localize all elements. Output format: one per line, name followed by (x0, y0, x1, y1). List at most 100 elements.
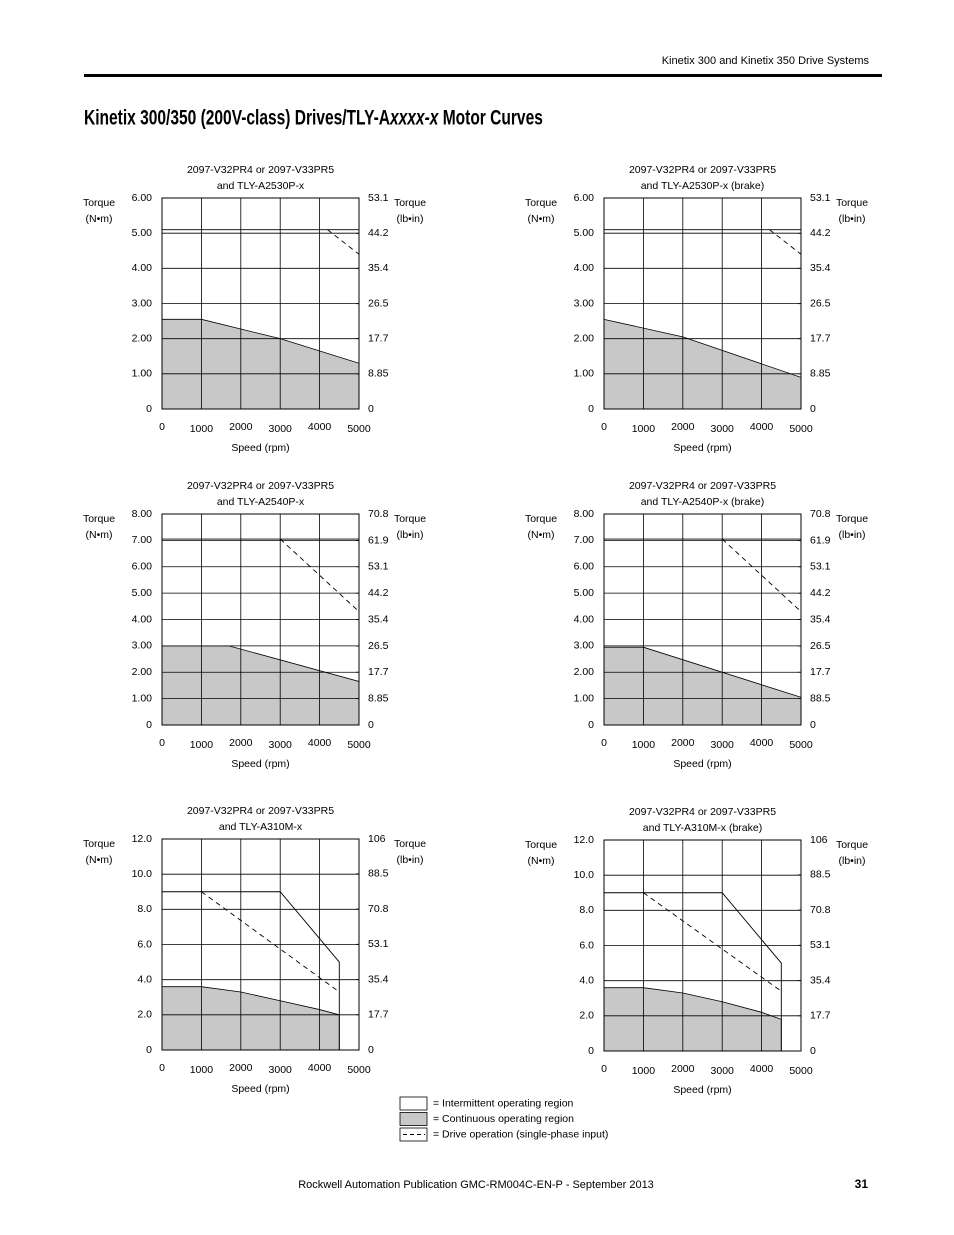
legend-label: = Drive operation (single-phase input) (433, 1128, 608, 1140)
chart-title: 2097-V32PR4 or 2097-V33PR5 (187, 805, 334, 817)
y2-axis-label: (lb•in) (838, 855, 865, 867)
x-tick-label: 1000 (190, 739, 214, 751)
y-tick-label: 1.00 (132, 692, 153, 704)
y-tick-label: 8.0 (137, 903, 152, 915)
y2-tick-label: 70.8 (810, 508, 831, 520)
x-tick-label: 4000 (308, 737, 332, 749)
chart-title: and TLY-A2530P-x (217, 180, 305, 192)
y-tick-label: 0 (146, 1044, 152, 1056)
page-number: 31 (855, 1177, 869, 1191)
plot-frame (161, 197, 360, 410)
chart-title: and TLY-A2530P-x (brake) (641, 180, 765, 192)
plot-frame (161, 513, 360, 726)
continuous-region (603, 646, 802, 726)
header-rule (84, 74, 882, 77)
chart-title: 2097-V32PR4 or 2097-V33PR5 (629, 164, 776, 176)
y-tick-label: 4.0 (137, 973, 152, 985)
x-tick-label: 0 (159, 737, 165, 749)
chart-title: and TLY-A310M-x (brake) (643, 822, 762, 834)
y2-tick-label: 26.5 (368, 297, 389, 309)
x-tick-label: 4000 (308, 1062, 332, 1074)
x-tick-label: 0 (601, 737, 607, 749)
x-axis-label: Speed (rpm) (673, 1084, 731, 1096)
y2-axis-label: (lb•in) (838, 213, 865, 225)
y2-axis-label: (lb•in) (396, 529, 423, 541)
title-part: Kinetix 300/350 (200V-class) Drives/TLY-… (84, 105, 390, 129)
y-tick-label: 8.00 (132, 508, 153, 520)
x-tick-label: 5000 (347, 739, 371, 751)
y-axis-label: Torque (525, 197, 557, 209)
y2-tick-label: 53.1 (368, 192, 389, 204)
y2-axis-label: Torque (836, 513, 868, 525)
y2-tick-label: 8.85 (368, 368, 389, 380)
y2-axis-label: (lb•in) (396, 854, 423, 866)
y-tick-label: 0 (146, 403, 152, 415)
plot-frame (603, 197, 802, 410)
legend-label: = Continuous operating region (433, 1113, 574, 1125)
continuous-region (161, 318, 360, 410)
y-tick-label: 10.0 (574, 869, 595, 881)
x-axis-label: Speed (rpm) (673, 758, 731, 770)
page-title-text: Kinetix 300/350 (200V-class) Drives/TLY-… (84, 105, 543, 129)
y-tick-label: 2.0 (579, 1010, 594, 1022)
title-part: Motor Curves (438, 105, 542, 129)
y2-tick-label: 17.7 (810, 666, 831, 678)
y-tick-label: 7.00 (132, 534, 153, 546)
y-tick-label: 5.00 (132, 227, 153, 239)
y-tick-label: 6.00 (132, 192, 153, 204)
y-tick-label: 4.0 (579, 974, 594, 986)
y-tick-label: 3.00 (574, 640, 595, 652)
intermittent-line (604, 892, 782, 1051)
single-phase-line (201, 891, 340, 993)
y-tick-label: 4.00 (574, 613, 595, 625)
y-tick-label: 6.00 (574, 561, 595, 573)
y2-tick-label: 17.7 (810, 332, 831, 344)
y-tick-label: 6.0 (579, 939, 594, 951)
x-axis-label: Speed (rpm) (231, 442, 289, 454)
y2-tick-label: 53.1 (368, 561, 389, 573)
x-tick-label: 2000 (229, 1062, 253, 1074)
y2-axis-label: Torque (836, 197, 868, 209)
x-tick-label: 5000 (347, 423, 371, 435)
y2-tick-label: 53.1 (810, 192, 831, 204)
y2-tick-label: 35.4 (810, 974, 831, 986)
footer-publication: Rockwell Automation Publication GMC-RM00… (298, 1179, 654, 1191)
chart-title: 2097-V32PR4 or 2097-V33PR5 (629, 806, 776, 818)
y-tick-label: 1.00 (574, 692, 595, 704)
x-axis-label: Speed (rpm) (673, 442, 731, 454)
y2-axis-label: (lb•in) (396, 213, 423, 225)
y2-tick-label: 88.5 (810, 869, 831, 881)
y-tick-label: 6.00 (132, 561, 153, 573)
chart: 2097-V32PR4 or 2097-V33PR5 and TLY-A2530P… (83, 164, 426, 454)
y-axis-label: Torque (525, 513, 557, 525)
y2-tick-label: 88.5 (368, 868, 389, 880)
y2-tick-label: 53.1 (810, 561, 831, 573)
y2-tick-label: 35.4 (810, 262, 831, 274)
x-tick-label: 3000 (269, 1064, 293, 1076)
y2-tick-label: 26.5 (810, 640, 831, 652)
y2-tick-label: 44.2 (368, 587, 389, 599)
chart-title: 2097-V32PR4 or 2097-V33PR5 (187, 164, 334, 176)
y-tick-label: 12.0 (132, 833, 153, 845)
x-tick-label: 2000 (671, 737, 695, 749)
y2-tick-label: 26.5 (368, 640, 389, 652)
legend-swatch (399, 1096, 428, 1111)
chart: 2097-V32PR4 or 2097-V33PR5 and TLY-A2530P… (525, 164, 868, 454)
y2-tick-label: 35.4 (810, 613, 831, 625)
x-tick-label: 2000 (229, 737, 253, 749)
y-tick-label: 5.00 (574, 227, 595, 239)
y2-tick-label: 0 (368, 403, 374, 415)
y2-tick-label: 70.8 (368, 508, 389, 520)
y-tick-label: 6.00 (574, 192, 595, 204)
x-tick-label: 5000 (347, 1064, 371, 1076)
plot-frame (603, 839, 802, 1052)
y2-tick-label: 88.5 (810, 692, 831, 704)
continuous-region (161, 645, 360, 726)
legend: = Intermittent operating region = Continu… (399, 1096, 608, 1142)
single-phase-line (643, 892, 782, 992)
y-tick-label: 4.00 (574, 262, 595, 274)
y2-tick-label: 17.7 (368, 332, 389, 344)
x-tick-label: 0 (601, 1063, 607, 1075)
y-axis-label: Torque (83, 197, 115, 209)
